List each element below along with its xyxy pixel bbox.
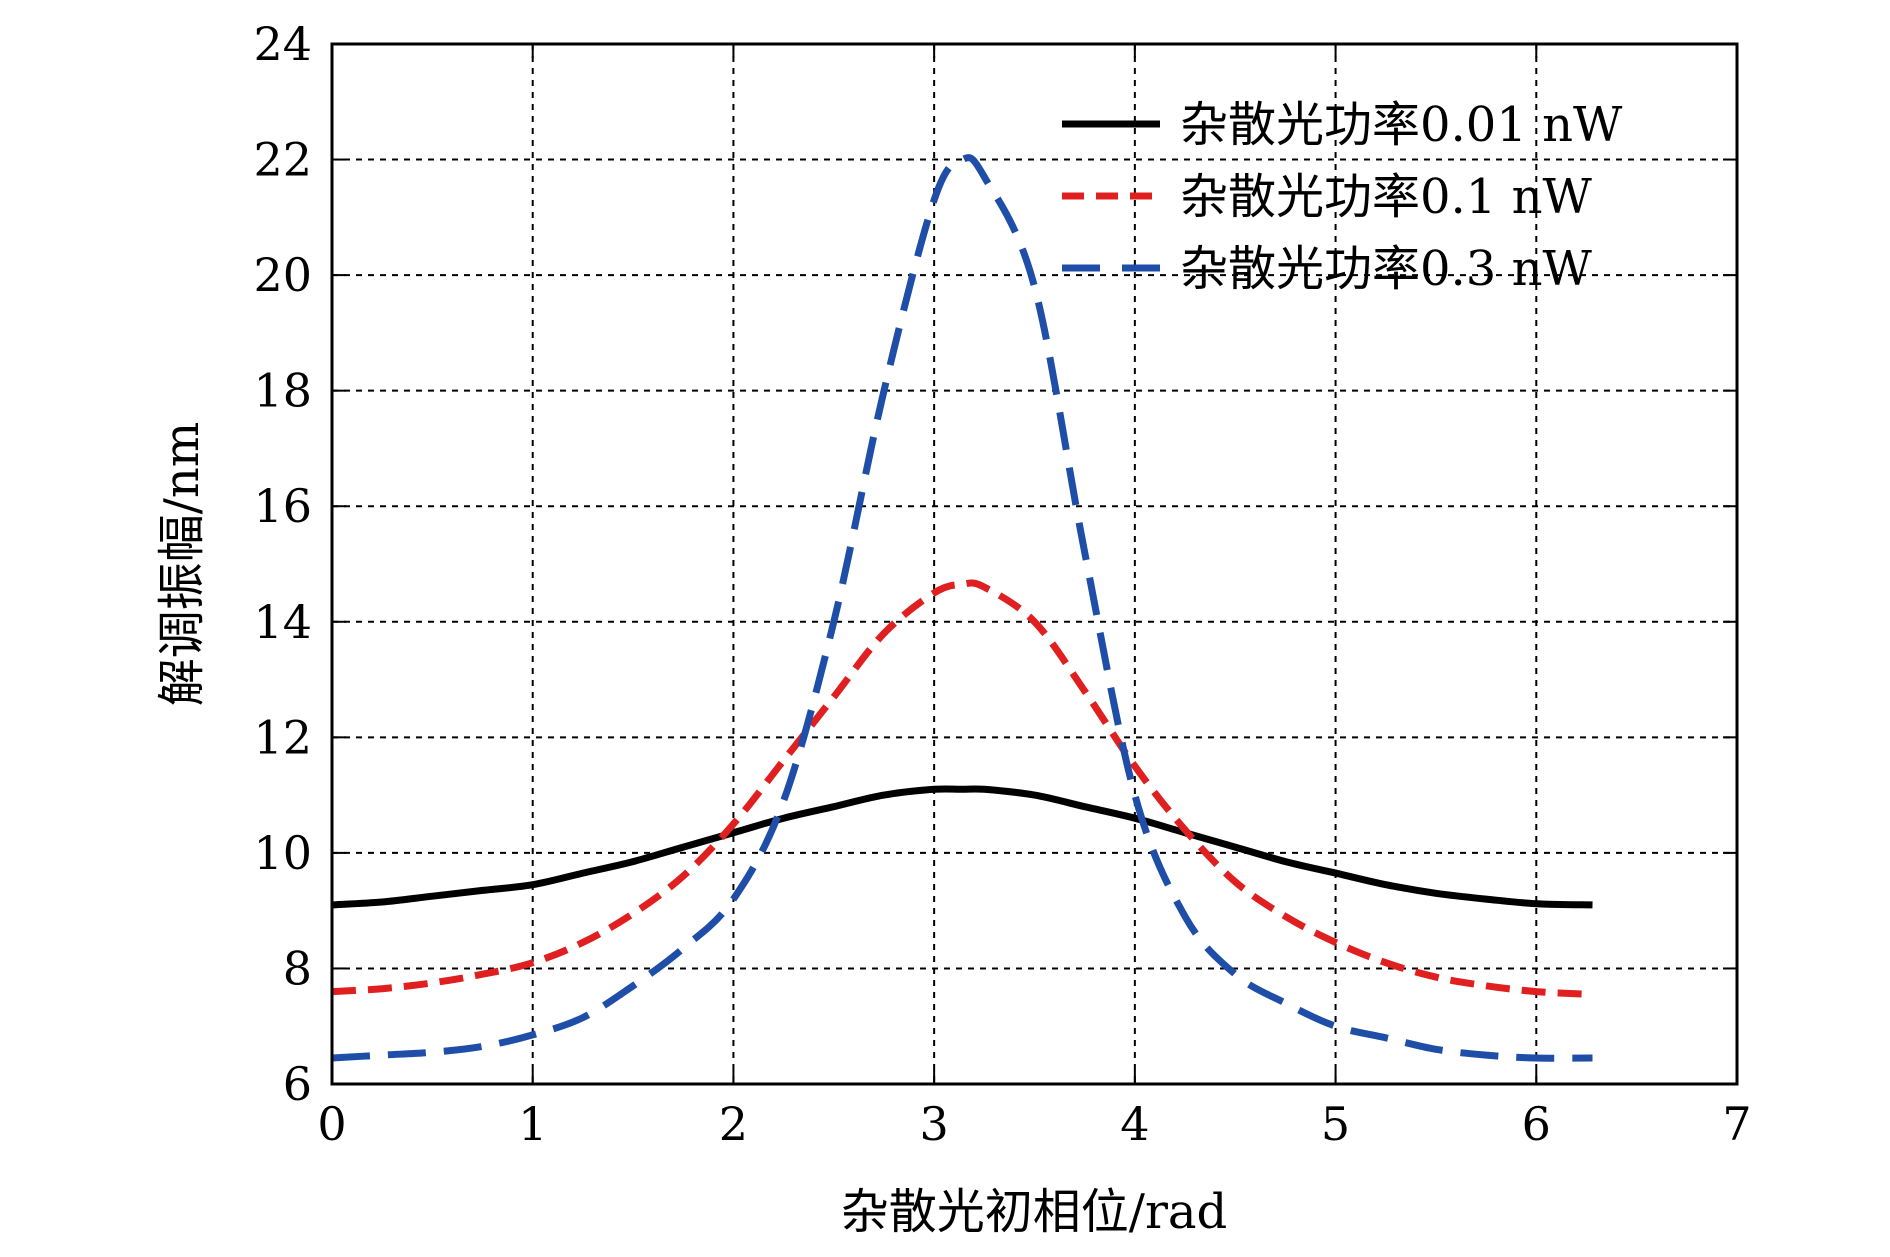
x-tick-label: 6 [1522,1097,1551,1151]
y-tick-label: 16 [253,479,312,533]
y-tick-label: 20 [253,248,312,302]
series-line-2 [331,579,1593,998]
legend: 杂散光功率0.01 nW 杂散光功率0.1 nW 杂散光功率0.3 nW [1062,97,1623,297]
y-tick-label: 12 [253,710,312,764]
legend-label-2: 杂散光功率0.1 nW [1180,169,1593,225]
x-tick-label: 1 [518,1097,547,1151]
x-tick-label: 7 [1722,1097,1751,1151]
y-tick-label: 10 [253,826,312,880]
y-tick-label: 18 [253,364,312,418]
y-tick-label: 22 [253,133,312,187]
y-tick-label: 24 [253,17,312,71]
x-tick-label: 5 [1321,1097,1350,1151]
x-tick-label: 0 [317,1097,346,1151]
x-axis-label: 杂散光初相位/rad [841,1184,1227,1240]
series-line-3 [331,154,1593,1062]
x-tick-label: 3 [920,1097,949,1151]
plot-frame [330,42,1739,1086]
x-tick-label: 2 [719,1097,748,1151]
y-axis-label: 解调振幅/nm [154,422,210,707]
legend-label-1: 杂散光功率0.01 nW [1180,97,1623,153]
x-tick-label: 4 [1120,1097,1149,1151]
grid [332,44,1737,1084]
y-tick-label: 6 [283,1057,312,1111]
series-line-1 [331,785,1593,909]
y-tick-label: 8 [283,941,312,995]
y-tick-label: 14 [253,595,312,649]
legend-label-3: 杂散光功率0.3 nW [1180,241,1593,297]
series-lines [331,154,1593,1062]
